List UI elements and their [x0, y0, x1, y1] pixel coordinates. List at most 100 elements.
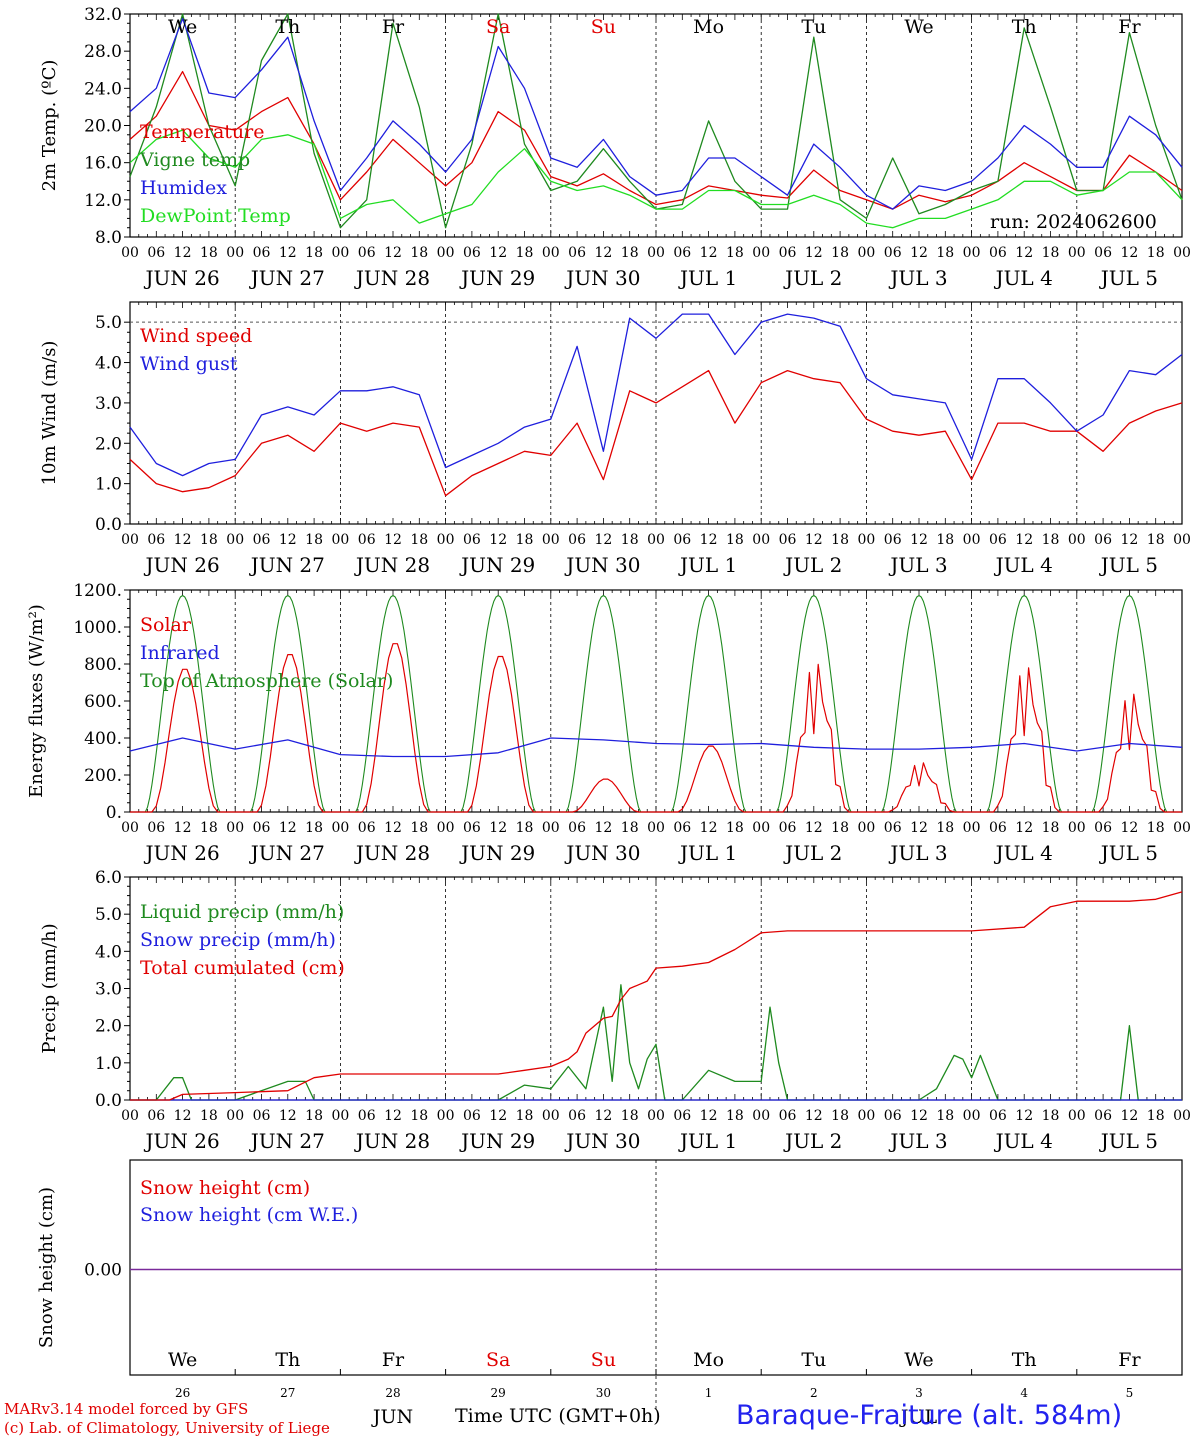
hour-tick-label: 12 [384, 1108, 402, 1124]
date-label: JUL 5 [1099, 553, 1158, 577]
hour-tick-label: 00 [226, 245, 244, 261]
y-tick-label: 800. [84, 655, 122, 675]
y-tick-label: 24.0 [84, 79, 122, 99]
weekday-label-top: We [904, 16, 933, 38]
y-tick-label: 200. [84, 766, 122, 786]
hour-tick-label: 06 [463, 532, 481, 548]
hour-tick-label: 06 [253, 1108, 271, 1124]
weekday-label-top: Mo [693, 16, 724, 38]
date-label: JUL 1 [678, 1129, 737, 1153]
hour-tick-label: 00 [857, 532, 875, 548]
hour-tick-label: 12 [489, 820, 507, 836]
hour-tick-label: 06 [884, 1108, 902, 1124]
hour-tick-label: 06 [568, 1108, 586, 1124]
series-wind-gust [129, 313, 1183, 477]
hour-tick-label: 12 [1015, 532, 1033, 548]
legend-5-1: Snow height (cm) [140, 1177, 310, 1199]
station-label: Baraque-Fraiture (alt. 584m) [736, 1400, 1123, 1431]
date-label: JUL 1 [678, 266, 737, 290]
day-number-label: 29 [491, 1386, 506, 1400]
hour-tick-label: 00 [1068, 532, 1086, 548]
date-label: JUL 3 [888, 266, 947, 290]
hour-tick-label: 06 [463, 245, 481, 261]
weekday-label-bottom: Th [1012, 1349, 1037, 1371]
hour-tick-label: 06 [463, 1108, 481, 1124]
date-label: JUN 26 [144, 266, 220, 290]
hour-tick-label: 00 [542, 245, 560, 261]
y-tick-label: 600. [84, 692, 122, 712]
weekday-label-top: Sa [486, 16, 510, 38]
date-label: JUL 5 [1099, 266, 1158, 290]
hour-tick-label: 00 [752, 820, 770, 836]
hour-tick-label: 00 [857, 1108, 875, 1124]
hour-tick-label: 06 [673, 1108, 691, 1124]
hour-tick-label: 12 [384, 245, 402, 261]
hour-tick-label: 18 [1042, 245, 1060, 261]
hour-tick-label: 18 [1147, 532, 1165, 548]
hour-tick-label: 18 [200, 532, 218, 548]
hour-tick-label: 06 [1094, 1108, 1112, 1124]
hour-tick-label: 12 [1015, 820, 1033, 836]
hour-tick-label: 18 [1042, 1108, 1060, 1124]
date-label: JUL 1 [678, 841, 737, 865]
hour-tick-label: 06 [673, 820, 691, 836]
y-tick-label: 4.0 [95, 942, 122, 962]
hour-tick-label: 18 [410, 820, 428, 836]
hour-tick-label: 06 [884, 532, 902, 548]
y-tick-label: 28.0 [84, 42, 122, 62]
y-tick-label: 0. [106, 803, 122, 823]
hour-tick-label: 00 [1173, 532, 1191, 548]
hour-tick-label: 06 [568, 820, 586, 836]
hour-tick-label: 06 [147, 1108, 165, 1124]
hour-tick-label: 00 [963, 820, 981, 836]
day-number-label: 28 [385, 1386, 400, 1400]
hour-tick-label: 12 [594, 820, 612, 836]
hour-tick-label: 00 [121, 820, 139, 836]
series-humidex [129, 17, 1183, 210]
hour-tick-label: 06 [884, 820, 902, 836]
date-label: JUN 26 [144, 841, 220, 865]
hour-tick-label: 12 [805, 1108, 823, 1124]
legend-4-2: Snow precip (mm/h) [140, 929, 336, 951]
y-tick-label: 5.0 [95, 905, 122, 925]
hour-tick-label: 12 [805, 532, 823, 548]
hour-tick-label: 06 [1094, 245, 1112, 261]
hour-tick-label: 06 [358, 245, 376, 261]
date-label: JUL 4 [994, 266, 1053, 290]
hour-tick-label: 12 [805, 245, 823, 261]
hour-tick-label: 12 [489, 532, 507, 548]
date-label: JUN 29 [459, 841, 535, 865]
hour-tick-label: 00 [226, 532, 244, 548]
hour-tick-label: 06 [989, 245, 1007, 261]
weekday-label-top: Fr [1118, 16, 1141, 38]
hour-tick-label: 12 [910, 1108, 928, 1124]
y-tick-label: 20.0 [84, 117, 122, 137]
series-total-cumulated-cm- [130, 891, 1183, 1101]
y-tick-label: 8.0 [95, 228, 122, 248]
hour-tick-label: 18 [936, 820, 954, 836]
hour-tick-label: 18 [936, 245, 954, 261]
hour-tick-label: 00 [1068, 245, 1086, 261]
weekday-label-bottom: Fr [1118, 1349, 1141, 1371]
date-label: JUL 2 [783, 1129, 842, 1153]
hour-tick-label: 12 [1015, 1108, 1033, 1124]
hour-tick-label: 18 [936, 1108, 954, 1124]
y-tick-label: 0.0 [95, 515, 122, 535]
day-number-label: 4 [1020, 1386, 1028, 1400]
date-label: JUL 4 [994, 553, 1053, 577]
y-tick-label: 6.0 [95, 868, 122, 888]
hour-tick-label: 00 [647, 245, 665, 261]
hour-tick-label: 00 [331, 1108, 349, 1124]
hour-tick-label: 12 [1120, 245, 1138, 261]
hour-tick-label: 12 [805, 820, 823, 836]
hour-tick-label: 18 [621, 820, 639, 836]
hour-tick-label: 00 [542, 532, 560, 548]
series-infrared [129, 737, 1183, 758]
legend-1-3: Humidex [140, 177, 227, 199]
weekday-label-bottom: Fr [382, 1349, 405, 1371]
weekday-label-bottom: Mo [693, 1349, 724, 1371]
hour-tick-label: 18 [516, 1108, 534, 1124]
hour-tick-label: 12 [594, 1108, 612, 1124]
month-label-jun: JUN [371, 1406, 413, 1428]
